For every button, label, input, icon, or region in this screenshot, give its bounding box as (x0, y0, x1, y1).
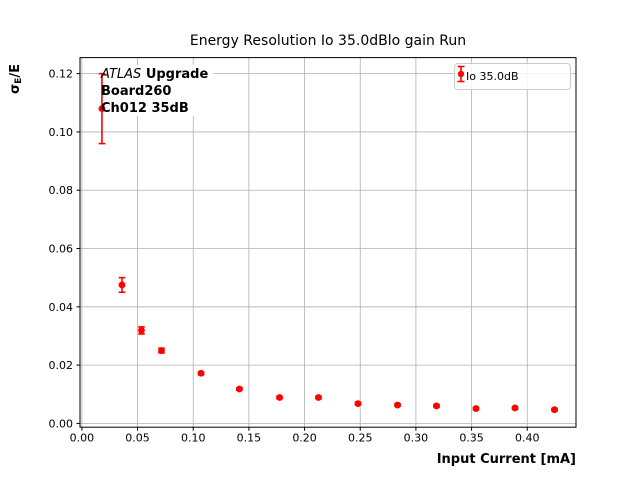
x-axis-label: Input Current [mA] (436, 452, 576, 467)
x-tick-label: 0.30 (404, 432, 429, 445)
x-tick-label: 0.15 (237, 432, 262, 445)
y-tick-label: 0.12 (49, 68, 74, 81)
legend: Io 35.0dB (454, 63, 571, 90)
x-tick-label: 0.35 (459, 432, 484, 445)
data-point (236, 385, 243, 393)
x-tick-label: 0.10 (181, 432, 206, 445)
y-tick-label: 0.00 (49, 417, 74, 430)
data-point (315, 394, 322, 401)
data-point (158, 347, 165, 354)
data-point (433, 402, 440, 410)
data-point (551, 406, 558, 414)
y-tick-label: 0.10 (49, 126, 74, 139)
data-point (138, 327, 145, 334)
legend-errorbar-icon (457, 65, 465, 83)
y-tick-label: 0.04 (49, 301, 74, 314)
data-point (118, 281, 126, 289)
data-point (98, 105, 106, 113)
data-point (472, 405, 480, 412)
y-tick-label: 0.08 (49, 184, 74, 197)
y-tick-label: 0.02 (49, 359, 74, 372)
legend-label: Io 35.0dB (466, 70, 519, 83)
x-tick-label: 0.40 (515, 432, 540, 445)
x-tick-label: 0.25 (348, 432, 373, 445)
x-tick-label: 0.05 (125, 432, 150, 445)
annotation-line-3: Ch012 35dB (101, 101, 189, 116)
data-point (394, 401, 401, 409)
data-point (511, 404, 519, 412)
data-point (197, 369, 205, 377)
y-axis-label: σE/E (8, 64, 24, 94)
axes-spines (79, 57, 577, 428)
annotation-line-1: ATLAS Upgrade (101, 67, 209, 82)
y-tick-label: 0.06 (49, 243, 74, 256)
data-point (354, 400, 362, 407)
annotation-bbox (99, 65, 213, 116)
chart-title: Energy Resolution Io 35.0dBlo gain Run (189, 33, 467, 49)
data-point (276, 394, 283, 401)
annotation-line-2: Board260 (101, 84, 172, 99)
x-tick-label: 0.00 (70, 432, 95, 445)
x-tick-label: 0.20 (292, 432, 317, 445)
annotation-block: ATLAS Upgrade Board260 Ch012 35dB (101, 66, 208, 117)
